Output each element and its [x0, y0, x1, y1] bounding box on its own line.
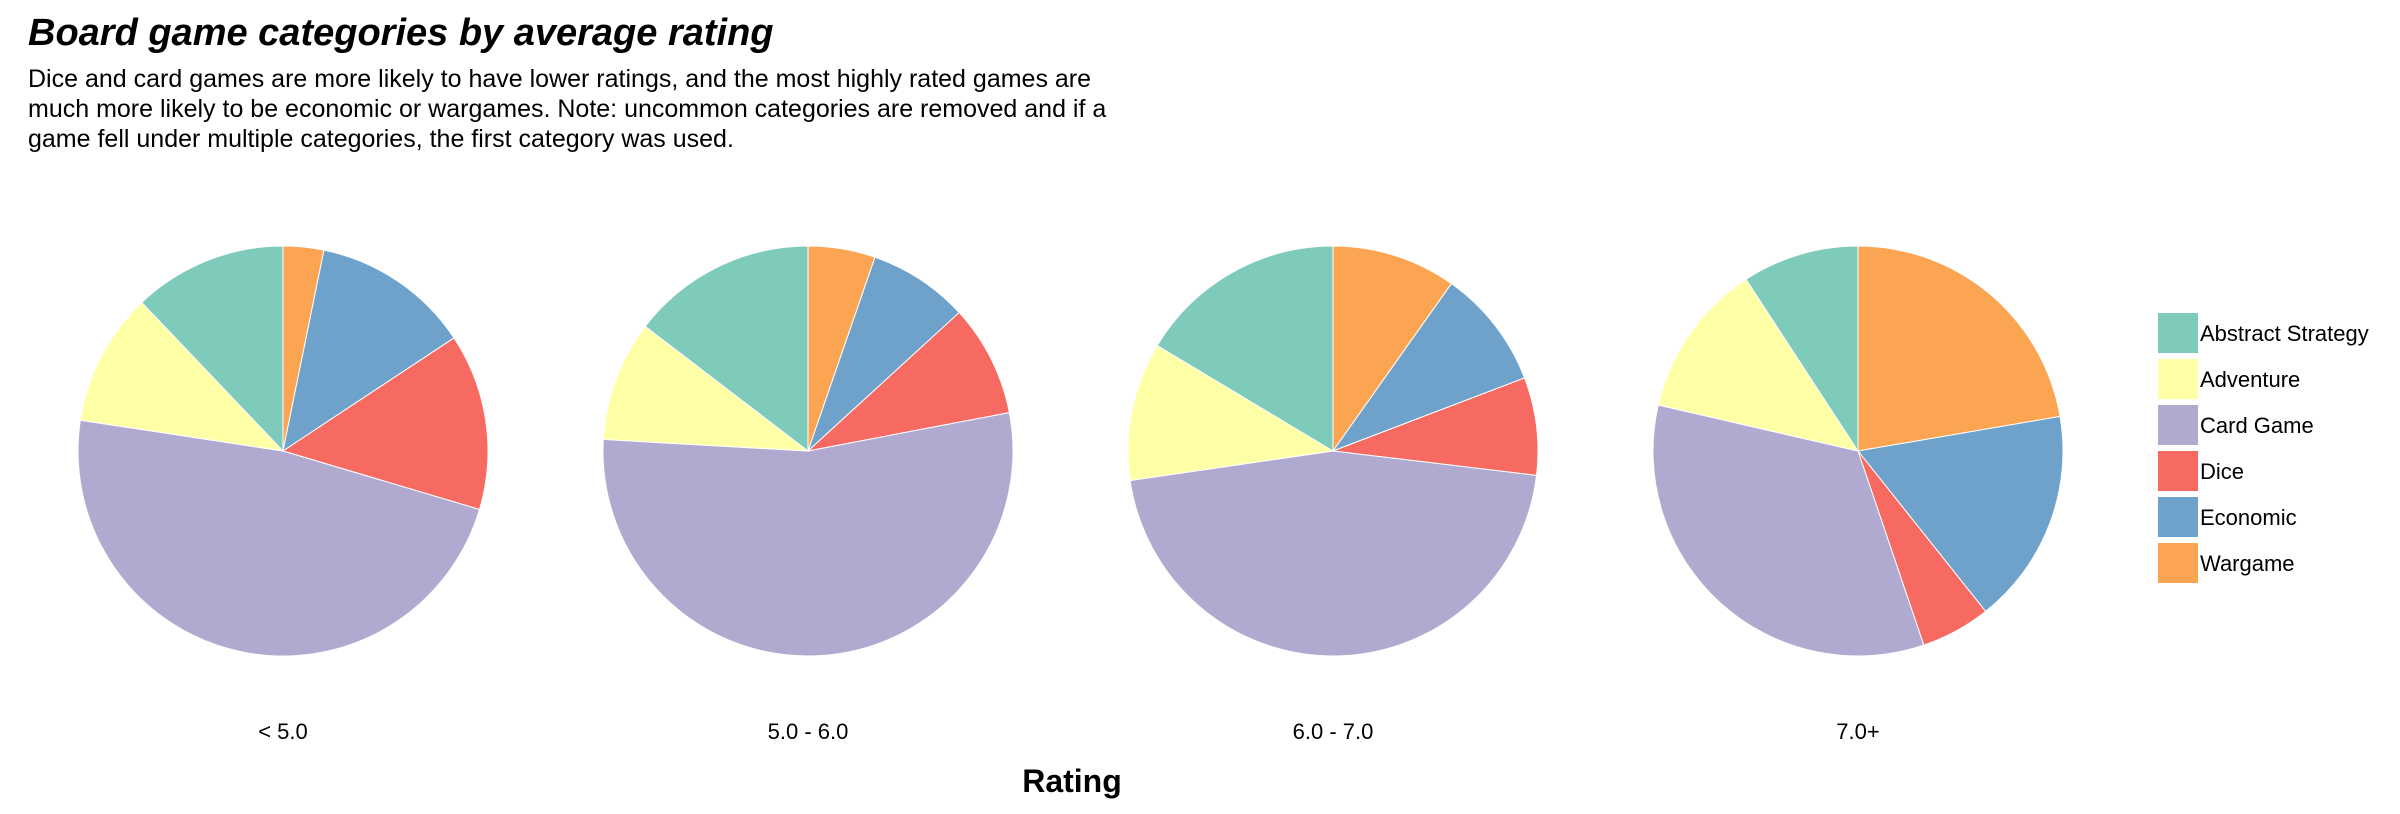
legend: Abstract Strategy Adventure Card Game Dice E… — [2158, 313, 2369, 583]
legend-label: Dice — [2200, 459, 2244, 484]
pie-slice-economic — [807, 256, 960, 452]
pie-slice-adventure — [1657, 278, 1860, 452]
pie-slice-dice — [1332, 377, 1539, 476]
pie-slice-dice — [281, 337, 489, 511]
pie-slice-adventure — [602, 325, 810, 452]
legend-label: Wargame — [2200, 551, 2295, 576]
pie-slice-abstract-strategy — [141, 245, 284, 453]
pie-1: < 5.0 — [77, 245, 489, 744]
pies-group: < 5.0 5.0 - 6.0 6.0 - 7.0 7.0+ — [77, 245, 2064, 744]
legend-item-card-game: Card Game — [2158, 405, 2314, 445]
pie-slice-card-game — [602, 412, 1014, 657]
legend-item-wargame: Wargame — [2158, 543, 2295, 583]
x-axis-label: Rating — [1022, 763, 1122, 799]
pie-slice-dice — [806, 311, 1010, 452]
pie-2: 5.0 - 6.0 — [602, 245, 1014, 744]
legend-label: Adventure — [2200, 367, 2300, 392]
pie-slice-card-game — [1652, 404, 1925, 657]
legend-swatch — [2158, 451, 2198, 491]
pie-slice-adventure — [1127, 344, 1335, 482]
pie-slice-abstract-strategy — [1156, 245, 1334, 452]
legend-swatch — [2158, 359, 2198, 399]
chart-title: Board game categories by average rating — [28, 12, 774, 54]
pie-slice-wargame — [1857, 245, 2061, 452]
category-label: 6.0 - 7.0 — [1293, 719, 1374, 744]
chart-subtitle: Dice and card games are more likely to h… — [28, 65, 1107, 153]
legend-item-economic: Economic — [2158, 497, 2297, 537]
pie-4: 7.0+ — [1652, 245, 2064, 744]
pie-slice-economic — [1331, 282, 1526, 453]
legend-swatch — [2158, 313, 2198, 353]
pie-slice-wargame — [1332, 245, 1453, 453]
legend-swatch — [2158, 543, 2198, 583]
legend-item-abstract-strategy: Abstract Strategy — [2158, 313, 2369, 353]
category-label: 7.0+ — [1836, 719, 1879, 744]
legend-swatch — [2158, 405, 2198, 445]
category-label: 5.0 - 6.0 — [768, 719, 849, 744]
legend-label: Economic — [2200, 505, 2297, 530]
pie-slice-card-game — [1129, 450, 1538, 657]
legend-item-adventure: Adventure — [2158, 359, 2300, 399]
pie-slice-card-game — [77, 419, 481, 657]
pie-slice-abstract-strategy — [644, 245, 809, 453]
pie-slice-adventure — [79, 301, 285, 452]
pie-slice-economic — [1857, 415, 2064, 613]
category-label: < 5.0 — [258, 719, 308, 744]
legend-label: Card Game — [2200, 413, 2314, 438]
pie-slice-economic — [282, 249, 455, 453]
pie-slice-abstract-strategy — [1745, 245, 1859, 453]
legend-label: Abstract Strategy — [2200, 321, 2369, 346]
legend-item-dice: Dice — [2158, 451, 2244, 491]
pie-3: 6.0 - 7.0 — [1127, 245, 1539, 744]
legend-swatch — [2158, 497, 2198, 537]
